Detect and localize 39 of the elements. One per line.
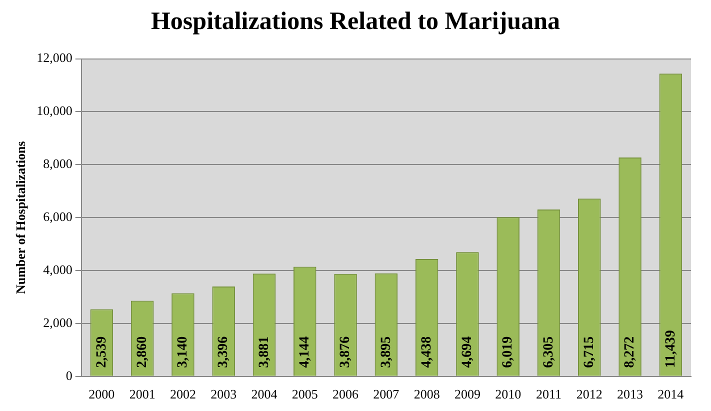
- data-label: 4,438: [419, 336, 434, 368]
- x-tick-label: 2001: [129, 386, 156, 402]
- y-tick-label: 2,000: [43, 314, 72, 330]
- x-tick-label: 2002: [170, 386, 196, 402]
- data-label: 11,439: [663, 330, 678, 368]
- data-label: 8,272: [622, 336, 638, 368]
- x-tick-label: 2005: [292, 386, 318, 402]
- data-label: 3,396: [216, 336, 232, 368]
- x-tick-label: 2011: [536, 386, 562, 402]
- y-tick-label: 12,000: [36, 50, 72, 66]
- x-tick-label: 2012: [576, 386, 602, 402]
- data-label: 2,860: [134, 336, 150, 368]
- data-label: 3,140: [176, 336, 191, 368]
- y-tick-label: 0: [66, 368, 72, 383]
- data-label: 4,144: [298, 336, 312, 368]
- data-label: 4,694: [460, 336, 476, 368]
- data-label: 2,539: [94, 336, 110, 368]
- x-tick-label: 2000: [88, 386, 115, 402]
- data-label: 6,715: [582, 336, 597, 368]
- y-tick-label: 8,000: [43, 156, 72, 172]
- data-label: 6,019: [500, 336, 516, 368]
- x-tick-label: 2014: [658, 386, 684, 402]
- x-tick-label: 2007: [373, 386, 400, 402]
- x-tick-label: 2004: [251, 386, 278, 402]
- data-label: 3,876: [338, 336, 354, 368]
- y-tick-label: 4,000: [43, 262, 72, 277]
- y-tick-label: 10,000: [36, 103, 72, 118]
- x-tick-label: 2013: [617, 386, 644, 402]
- x-tick-label: 2008: [414, 386, 440, 402]
- y-axis-title: Number of Hospitalizations: [13, 141, 28, 294]
- x-tick-label: 2003: [210, 386, 237, 402]
- data-label: 6,305: [541, 336, 556, 368]
- data-label: 3,881: [256, 336, 272, 368]
- x-tick-label: 2010: [495, 386, 522, 402]
- x-tick-label: 2009: [454, 386, 480, 402]
- data-label: 3,895: [378, 336, 394, 368]
- chart-title: Hospitalizations Related to Marijuana: [150, 8, 561, 37]
- y-tick-label: 6,000: [43, 209, 72, 224]
- x-tick-label: 2006: [332, 386, 360, 402]
